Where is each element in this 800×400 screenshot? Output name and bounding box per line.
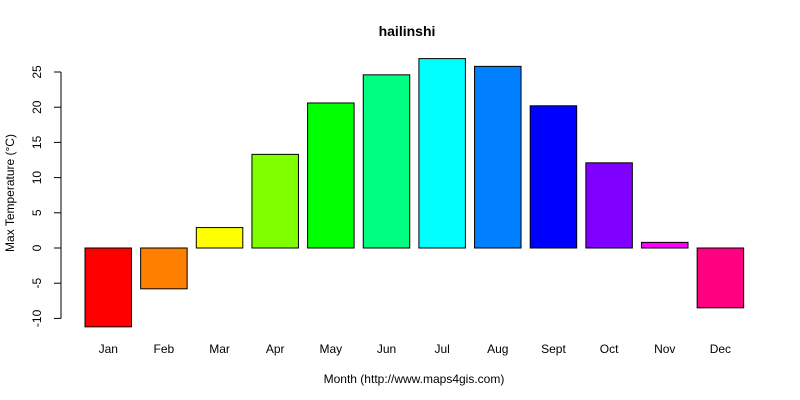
bar-dec xyxy=(696,247,745,309)
y-tick-label: 25 xyxy=(30,65,44,79)
x-tick-label-apr: Apr xyxy=(266,342,285,356)
y-tick-label: 0 xyxy=(30,244,44,251)
x-tick-label-oct: Oct xyxy=(600,342,619,356)
y-tick-label: 10 xyxy=(30,171,44,185)
chart-title: hailinshi xyxy=(379,23,436,39)
bar-oct xyxy=(585,162,633,249)
bars-group xyxy=(84,58,745,328)
x-tick-label-jun: Jun xyxy=(377,342,396,356)
x-tick-label-nov: Nov xyxy=(654,342,675,356)
bar-mar xyxy=(195,227,244,249)
x-tick-label-mar: Mar xyxy=(209,342,230,356)
bar-jan xyxy=(84,247,132,328)
x-tick-label-may: May xyxy=(320,342,343,356)
bar-jul xyxy=(418,58,466,249)
x-tick-label-sept: Sept xyxy=(541,342,566,356)
x-axis-label: Month (http://www.maps4gis.com) xyxy=(324,372,505,386)
bar-apr xyxy=(251,153,299,249)
bar-may xyxy=(307,102,355,249)
x-tick-label-aug: Aug xyxy=(487,342,508,356)
x-axis-labels: Jan Feb Mar Apr May Jun Jul Aug Sept Oct Nov Dec xyxy=(99,342,732,356)
x-tick-label-jul: Jul xyxy=(434,342,449,356)
x-tick-label-jan: Jan xyxy=(99,342,118,356)
y-tick-label: 15 xyxy=(30,135,44,149)
y-axis: -10 -5 0 5 10 15 20 25 xyxy=(30,65,62,327)
y-tick-label: 5 xyxy=(30,209,44,216)
y-tick-label: 20 xyxy=(30,100,44,114)
y-tick-label: -10 xyxy=(30,309,44,327)
x-tick-label-dec: Dec xyxy=(710,342,731,356)
y-tick-label: -5 xyxy=(30,278,44,289)
y-axis-label: Max Temperature (°C) xyxy=(3,134,17,252)
x-tick-label-feb: Feb xyxy=(154,342,175,356)
bar-nov xyxy=(641,241,689,249)
bar-aug xyxy=(474,65,522,249)
bar-feb xyxy=(140,247,188,290)
bar-sept xyxy=(529,105,578,249)
bar-jun xyxy=(362,74,411,249)
